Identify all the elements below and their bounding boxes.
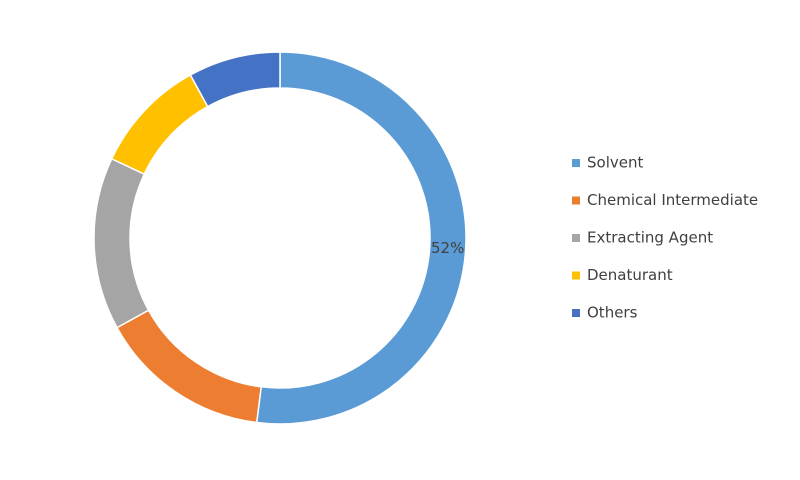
donut-slice [110,73,209,176]
data-label: 52% [431,239,464,257]
legend-label: Extracting Agent [587,229,713,247]
legend-swatch [572,309,580,317]
legend-swatch [572,159,580,167]
legend-swatch [572,234,580,242]
legend-swatch [572,271,580,280]
legend-label: Others [587,304,638,322]
legend-label: Chemical Intermediate [587,191,758,209]
legend-label: Solvent [587,154,643,172]
donut-slice [115,309,263,424]
legend-label: Denaturant [587,266,673,284]
donut-slice [255,51,467,425]
legend-swatch [572,196,580,205]
donut-slice [93,157,150,329]
donut-slice [189,51,281,108]
